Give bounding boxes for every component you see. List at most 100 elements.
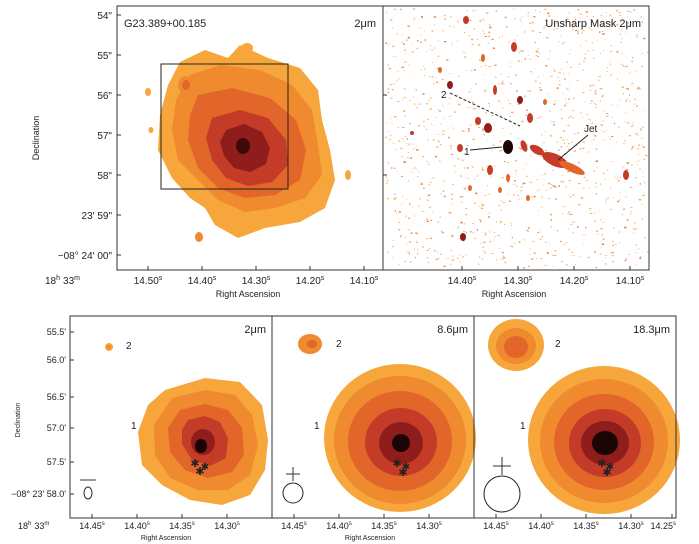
noise-speck bbox=[386, 121, 388, 123]
noise-speck bbox=[613, 227, 615, 229]
noise-speck bbox=[533, 252, 536, 254]
noise-speck bbox=[527, 15, 530, 17]
noise-speck bbox=[440, 193, 442, 195]
noise-speck bbox=[403, 110, 406, 112]
noise-speck bbox=[397, 264, 400, 265]
noise-speck bbox=[484, 195, 487, 196]
noise-speck bbox=[508, 41, 510, 43]
noise-speck bbox=[639, 183, 642, 185]
noise-speck bbox=[561, 260, 563, 262]
noise-speck bbox=[636, 34, 639, 36]
y-axis-label: Declination bbox=[31, 116, 41, 161]
source-label-1: 1 bbox=[131, 421, 137, 432]
noise-speck bbox=[601, 129, 602, 131]
x-axis-label-bottom: Right Ascension bbox=[141, 535, 191, 542]
noise-speck bbox=[486, 165, 488, 166]
noise-speck bbox=[406, 198, 408, 200]
noise-speck bbox=[641, 137, 644, 139]
noise-speck bbox=[642, 176, 645, 178]
panel-bottom-18um-frame bbox=[473, 315, 677, 519]
noise-speck bbox=[449, 212, 452, 214]
noise-speck bbox=[507, 100, 509, 101]
noise-speck bbox=[418, 205, 420, 207]
beam-circle bbox=[282, 482, 304, 504]
noise-speck bbox=[545, 150, 547, 151]
noise-speck bbox=[565, 67, 567, 69]
noise-speck bbox=[532, 241, 535, 242]
noise-speck bbox=[485, 112, 487, 114]
noise-speck bbox=[499, 150, 502, 152]
noise-speck bbox=[639, 129, 642, 131]
noise-speck bbox=[475, 192, 478, 195]
noise-speck bbox=[541, 175, 543, 176]
noise-speck bbox=[545, 19, 548, 21]
noise-speck bbox=[465, 70, 468, 71]
noise-speck bbox=[457, 158, 460, 160]
unsharp-mask-noise bbox=[385, 8, 649, 269]
noise-speck bbox=[465, 186, 466, 188]
noise-speck bbox=[631, 60, 634, 63]
noise-speck bbox=[545, 111, 547, 113]
noise-speck bbox=[498, 82, 500, 85]
noise-speck bbox=[579, 112, 582, 114]
noise-speck bbox=[560, 146, 563, 148]
noise-speck bbox=[602, 95, 605, 97]
noise-speck bbox=[633, 202, 636, 203]
noise-speck bbox=[432, 177, 435, 179]
noise-speck bbox=[404, 49, 406, 51]
noise-speck bbox=[531, 258, 534, 260]
noise-speck bbox=[539, 155, 542, 157]
noise-speck bbox=[610, 74, 613, 76]
noise-speck bbox=[466, 107, 469, 109]
noise-speck bbox=[641, 203, 643, 206]
noise-speck bbox=[385, 136, 388, 139]
noise-speck bbox=[515, 35, 518, 37]
noise-speck bbox=[594, 220, 596, 222]
noise-speck bbox=[557, 76, 559, 78]
noise-speck bbox=[465, 56, 467, 58]
noise-speck bbox=[504, 223, 506, 225]
noise-speck bbox=[500, 73, 502, 75]
noise-speck bbox=[498, 101, 501, 102]
noise-speck bbox=[528, 265, 530, 268]
noise-speck bbox=[469, 107, 472, 108]
noise-speck bbox=[449, 25, 451, 27]
noise-speck bbox=[601, 88, 603, 89]
noise-speck bbox=[565, 186, 567, 188]
noise-speck bbox=[459, 235, 461, 237]
noise-speck bbox=[463, 31, 466, 33]
noise-speck bbox=[642, 194, 646, 196]
noise-speck bbox=[562, 206, 565, 208]
noise-speck bbox=[502, 255, 505, 257]
noise-speck bbox=[389, 68, 391, 70]
noise-speck bbox=[450, 44, 452, 46]
noise-speck bbox=[616, 178, 618, 180]
noise-speck bbox=[529, 253, 531, 255]
noise-speck bbox=[591, 42, 594, 44]
noise-speck bbox=[625, 100, 627, 103]
noise-speck bbox=[572, 116, 575, 119]
noise-speck bbox=[481, 232, 483, 234]
noise-speck bbox=[490, 149, 493, 151]
marker-star-icon: ✱ bbox=[606, 462, 614, 473]
noise-speck bbox=[492, 135, 494, 137]
ra-tick-label: 14.25s bbox=[650, 521, 676, 531]
noise-speck bbox=[478, 44, 481, 46]
noise-speck bbox=[412, 148, 415, 150]
noise-speck bbox=[488, 102, 490, 104]
noise-speck bbox=[567, 213, 570, 215]
noise-speck bbox=[550, 187, 552, 189]
noise-speck bbox=[463, 51, 466, 54]
noise-speck bbox=[484, 65, 487, 66]
noise-speck bbox=[406, 39, 408, 41]
noise-speck bbox=[543, 184, 545, 186]
noise-speck bbox=[562, 181, 564, 183]
noise-speck bbox=[552, 254, 555, 257]
noise-speck bbox=[611, 104, 613, 106]
source-label-1: 1 bbox=[520, 421, 526, 432]
noise-speck bbox=[401, 175, 403, 177]
noise-speck bbox=[452, 184, 454, 186]
noise-speck bbox=[609, 14, 612, 17]
noise-speck bbox=[526, 175, 528, 177]
noise-speck bbox=[630, 213, 633, 215]
